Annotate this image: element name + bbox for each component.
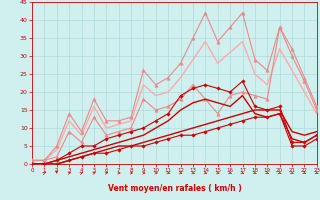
- X-axis label: Vent moyen/en rafales ( km/h ): Vent moyen/en rafales ( km/h ): [108, 184, 241, 193]
